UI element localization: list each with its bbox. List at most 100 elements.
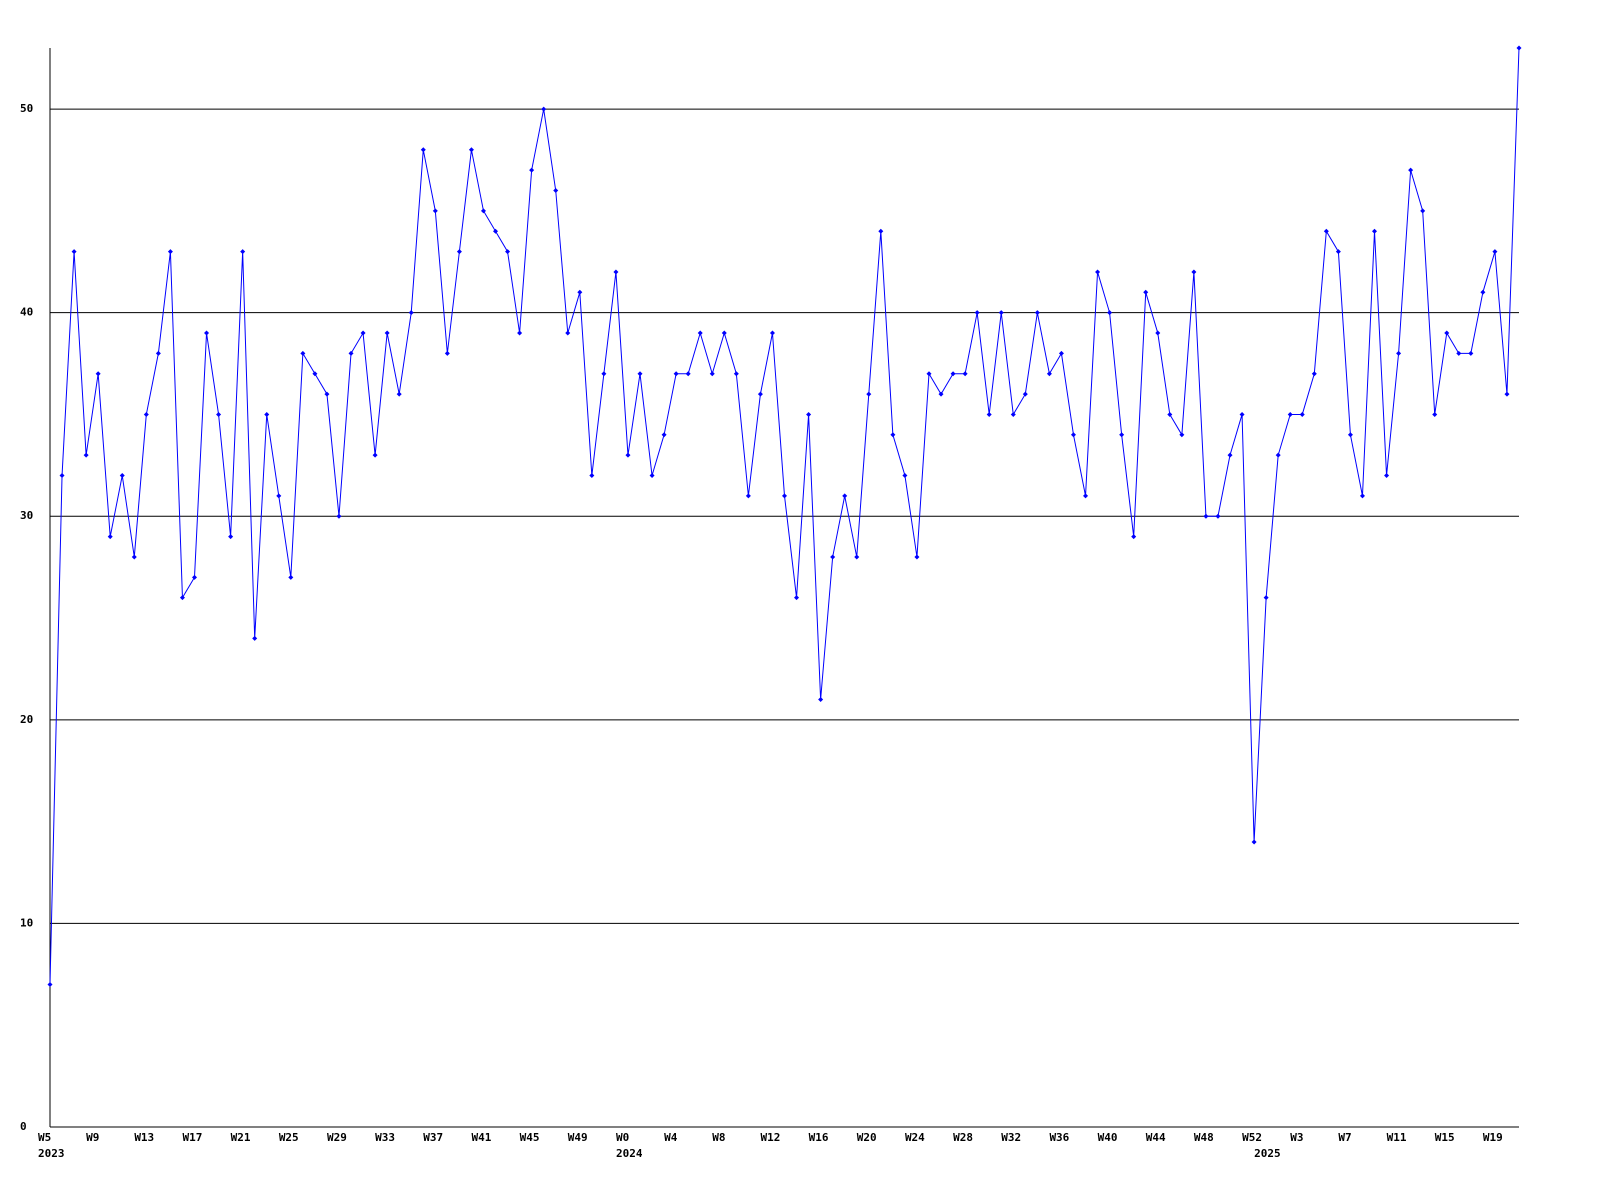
- data-point: [601, 371, 607, 377]
- data-point: [673, 371, 679, 377]
- data-point: [782, 493, 787, 499]
- data-point: [1372, 228, 1378, 234]
- data-point: [95, 371, 101, 377]
- x-tick-label: W52: [1242, 1131, 1262, 1144]
- data-point: [47, 981, 53, 987]
- data-point: [649, 473, 655, 479]
- x-tick-label: W37: [423, 1131, 443, 1144]
- data-point: [468, 147, 474, 153]
- data-point: [926, 371, 932, 377]
- x-tick-label: W0: [616, 1131, 629, 1144]
- y-tick-label: 10: [20, 916, 33, 929]
- data-point: [1420, 208, 1426, 214]
- x-tick-label: W33: [375, 1131, 395, 1144]
- data-point: [119, 473, 125, 479]
- data-point: [264, 411, 270, 417]
- data-point: [1239, 411, 1245, 417]
- data-point: [1468, 350, 1474, 356]
- x-tick-label: W32: [1001, 1131, 1021, 1144]
- data-point: [1347, 432, 1353, 438]
- data-point: [830, 554, 836, 560]
- data-point: [1432, 411, 1438, 417]
- data-point: [625, 452, 631, 458]
- data-point: [1384, 473, 1390, 479]
- data-point: [757, 391, 763, 397]
- x-tick-label: W44: [1146, 1131, 1166, 1144]
- data-point: [1492, 249, 1498, 255]
- data-point: [709, 371, 715, 377]
- data-point: [1335, 249, 1341, 255]
- data-point: [986, 411, 992, 417]
- data-point: [529, 167, 535, 173]
- data-point: [769, 330, 775, 336]
- data-point: [167, 249, 173, 255]
- y-tick-label: 50: [20, 102, 33, 115]
- data-point: [348, 350, 354, 356]
- x-tick-label: W36: [1049, 1131, 1069, 1144]
- data-point: [565, 330, 571, 336]
- data-point: [480, 208, 486, 214]
- x-tick-label: W16: [809, 1131, 829, 1144]
- data-point: [1263, 595, 1269, 601]
- data-point: [432, 208, 438, 214]
- data-point: [155, 350, 161, 356]
- x-tick-label: W45: [520, 1131, 540, 1144]
- data-point: [541, 106, 547, 112]
- data-point: [1010, 411, 1016, 417]
- x-tick-label: W11: [1387, 1131, 1407, 1144]
- data-point: [1034, 310, 1040, 316]
- data-point: [372, 452, 378, 458]
- data-point: [240, 249, 246, 255]
- data-point: [866, 391, 872, 397]
- data-point: [1396, 350, 1402, 356]
- data-point: [216, 411, 222, 417]
- data-point: [505, 249, 511, 255]
- data-point: [384, 330, 390, 336]
- data-point: [1516, 45, 1522, 51]
- x-tick-label: W28: [953, 1131, 973, 1144]
- data-point: [1203, 513, 1209, 519]
- x-tick-label: W20: [857, 1131, 877, 1144]
- x-tick-label: W5: [38, 1131, 51, 1144]
- data-point: [794, 595, 800, 601]
- data-point: [1022, 391, 1028, 397]
- data-point: [613, 269, 619, 275]
- y-tick-label: 40: [20, 306, 33, 319]
- data-point: [131, 554, 137, 560]
- data-point: [228, 534, 234, 540]
- data-point: [1191, 269, 1197, 275]
- y-tick-label: 20: [20, 713, 33, 726]
- data-point: [938, 391, 944, 397]
- x-tick-label: W8: [712, 1131, 725, 1144]
- data-point: [71, 249, 77, 255]
- data-point: [1143, 289, 1149, 295]
- data-point: [1480, 289, 1486, 295]
- data-point: [818, 696, 824, 702]
- data-point: [1155, 330, 1161, 336]
- data-point: [360, 330, 366, 336]
- data-point: [1299, 411, 1305, 417]
- x-tick-label: W40: [1098, 1131, 1118, 1144]
- data-point: [998, 310, 1004, 316]
- year-label: 2023: [38, 1147, 65, 1160]
- x-tick-label: W29: [327, 1131, 347, 1144]
- x-tick-label: W13: [134, 1131, 154, 1144]
- data-point: [878, 228, 884, 234]
- year-label: 2024: [616, 1147, 643, 1160]
- x-tick-label: W25: [279, 1131, 299, 1144]
- data-point: [854, 554, 860, 560]
- y-tick-label: 30: [20, 509, 33, 522]
- data-point: [1287, 411, 1293, 417]
- x-tick-label: W17: [182, 1131, 202, 1144]
- data-point: [902, 473, 908, 479]
- data-point: [1046, 371, 1052, 377]
- x-tick-label: W24: [905, 1131, 925, 1144]
- data-point: [806, 411, 812, 417]
- x-tick-label: W3: [1290, 1131, 1303, 1144]
- data-point: [1359, 493, 1365, 499]
- data-point: [1119, 432, 1125, 438]
- data-point: [1107, 310, 1113, 316]
- data-point: [408, 310, 414, 316]
- x-tick-label: W7: [1338, 1131, 1351, 1144]
